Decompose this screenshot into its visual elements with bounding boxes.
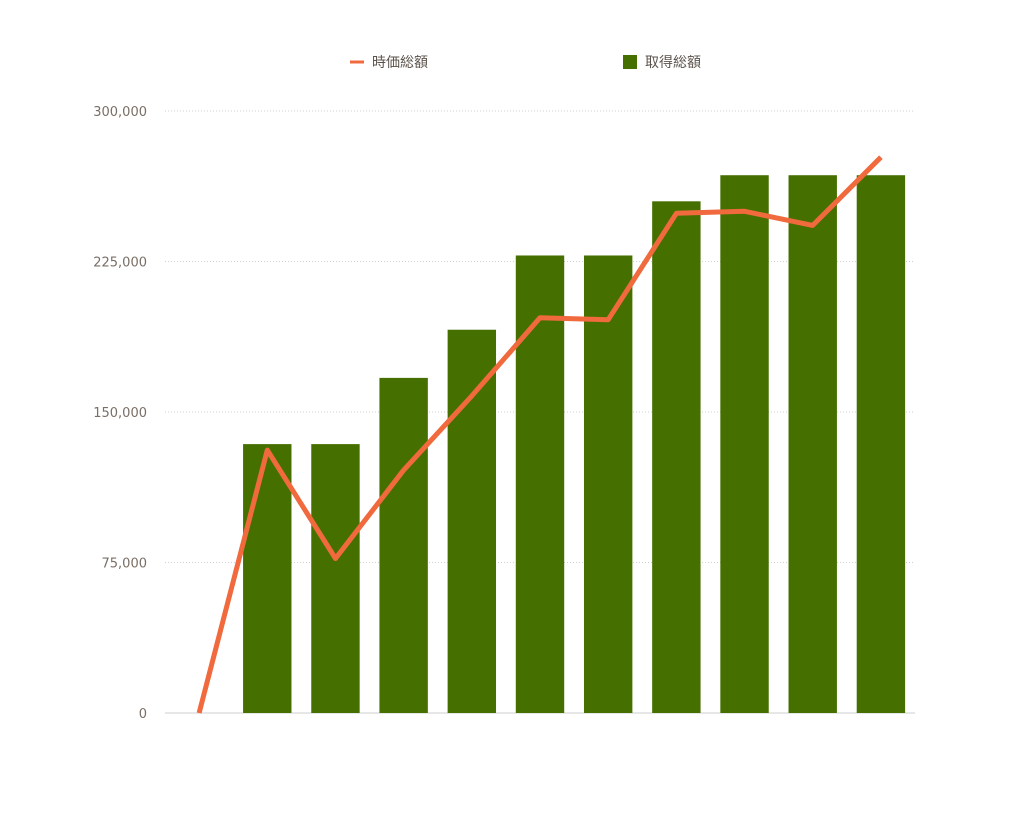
bar	[243, 444, 292, 713]
y-tick-label: 150,000	[93, 406, 147, 421]
legend: 時価総額 取得総額	[350, 54, 701, 71]
y-tick-label: 225,000	[93, 256, 147, 271]
y-tick-label: 75,000	[102, 557, 148, 572]
legend-label-bar: 取得総額	[645, 54, 701, 71]
bar-layer	[243, 175, 906, 714]
legend-label-line: 時価総額	[372, 55, 428, 71]
legend-bar-swatch	[623, 55, 637, 69]
bar	[447, 329, 497, 713]
bar	[515, 255, 565, 714]
bar	[583, 255, 633, 714]
y-tick-label: 300,000	[93, 105, 147, 120]
bar	[788, 175, 837, 714]
bar	[856, 175, 906, 714]
bar	[652, 201, 701, 714]
bar	[379, 377, 428, 713]
series-line	[196, 155, 883, 714]
bar	[311, 444, 360, 713]
bar	[720, 175, 769, 714]
line-layer	[196, 155, 883, 714]
y-tick-label: 0	[139, 707, 147, 722]
y-axis-ticks: 0 75,000 150,000 225,000 300,000	[93, 105, 147, 722]
